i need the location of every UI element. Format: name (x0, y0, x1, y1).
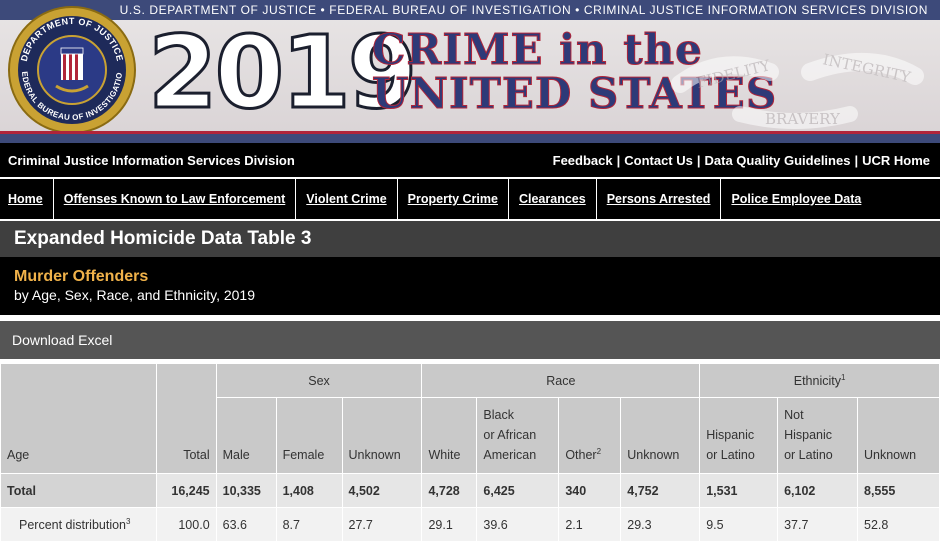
cell-race-unknown: 4,752 (620, 473, 701, 508)
header-other: Other2 (558, 397, 622, 474)
motto-bravery: BRAVERY (765, 110, 841, 128)
cell-eth-unknown: 52.8 (857, 507, 940, 542)
cell-white: 29.1 (421, 507, 478, 542)
download-excel-button[interactable]: Download Excel (0, 319, 940, 359)
header-age: Age (0, 363, 157, 474)
nav-property-crime[interactable]: Property Crime (398, 179, 509, 219)
cell-white: 4,728 (421, 473, 478, 508)
cell-female: 8.7 (275, 507, 343, 542)
site-banner: U.S. DEPARTMENT OF JUSTICE • FEDERAL BUR… (0, 0, 940, 143)
footnote-3[interactable]: 3 (126, 516, 131, 526)
header-black-line1: Black (483, 408, 514, 422)
nav-offenses-known[interactable]: Offenses Known to Law Enforcement (54, 179, 297, 219)
header-group-ethnicity: Ethnicity1 (699, 363, 940, 398)
division-bar: Criminal Justice Information Services Di… (0, 143, 940, 177)
banner-title-line1: CRIME in the (371, 25, 703, 74)
subtitle-main: Murder Offenders (14, 268, 149, 285)
link-ucr-home[interactable]: UCR Home (862, 152, 930, 168)
header-race-unknown: Unknown (620, 397, 701, 474)
header-group-race: Race (421, 363, 701, 398)
cell-male: 10,335 (215, 473, 277, 508)
header-hispanic-line1: Hispanic (706, 428, 755, 442)
header-male: Male (215, 397, 277, 474)
nav-home[interactable]: Home (0, 179, 54, 219)
cell-total: 16,245 (155, 473, 217, 508)
header-other-label: Other (565, 448, 597, 462)
cell-race-unknown: 29.3 (620, 507, 701, 542)
header-not-hispanic: Not Hispanic or Latino (777, 397, 858, 474)
row-label: Percent distribution3 (0, 507, 157, 542)
header-black-line3: American (483, 448, 537, 462)
header-group-row: Age Total Sex Race Ethnicity1 (0, 363, 940, 474)
cell-hispanic: 9.5 (699, 507, 779, 542)
header-column-row: Male Female Unknown White Black or Africa… (1, 397, 940, 474)
header-black: Black or African American (476, 397, 560, 474)
page-title: Expanded Homicide Data Table 3 (0, 219, 940, 257)
header-not-hispanic-line1: Not (784, 408, 804, 422)
nav-clearances[interactable]: Clearances (509, 179, 597, 219)
cell-hispanic: 1,531 (699, 473, 779, 508)
cell-not-hispanic: 6,102 (777, 473, 858, 508)
fbi-seal-icon: DEPARTMENT OF JUSTICE FEDERAL BUREAU OF … (6, 4, 136, 134)
link-separator: | (696, 152, 701, 168)
header-sex-unknown: Unknown (341, 397, 423, 474)
link-separator: | (854, 152, 859, 168)
cell-sex-unknown: 4,502 (341, 473, 423, 508)
header-group-sex: Sex (215, 363, 423, 398)
nav-violent-crime[interactable]: Violent Crime (296, 179, 398, 219)
header-hispanic: Hispanic or Latino (699, 397, 779, 474)
row-label: Total (0, 473, 157, 508)
data-table: Age Total Sex Race Ethnicity1 Male Femal… (0, 363, 940, 542)
cell-other: 340 (558, 473, 622, 508)
cell-not-hispanic: 37.7 (777, 507, 858, 542)
nav-police-employee[interactable]: Police Employee Data (731, 192, 862, 206)
cell-other: 2.1 (558, 507, 622, 542)
table-row: Total 16,245 10,335 1,408 4,502 4,728 6,… (0, 473, 940, 508)
header-not-hispanic-line3: or Latino (784, 448, 833, 462)
footnote-1[interactable]: 1 (840, 372, 846, 382)
header-black-line2: or African (483, 428, 537, 442)
cell-black: 39.6 (476, 507, 560, 542)
header-eth-unknown: Unknown (857, 397, 940, 474)
division-name: Criminal Justice Information Services Di… (8, 152, 295, 168)
nav-persons-arrested[interactable]: Persons Arrested (597, 179, 722, 219)
banner-title-line2: UNITED STATES (371, 69, 778, 118)
main-nav: Home Offenses Known to Law Enforcement V… (0, 177, 940, 219)
banner-top-strip (0, 0, 940, 20)
utility-links: Feedback | Contact Us | Data Quality Guideli… (553, 153, 930, 168)
header-total: Total (155, 363, 217, 474)
cell-total: 100.0 (155, 507, 217, 542)
banner-bottom-strip (0, 131, 940, 143)
cell-male: 63.6 (215, 507, 277, 542)
subtitle-sub: by Age, Sex, Race, and Ethnicity, 2019 (14, 287, 256, 303)
cell-sex-unknown: 27.7 (341, 507, 423, 542)
header-hispanic-line2: or Latino (706, 448, 755, 462)
link-contact-us[interactable]: Contact Us (624, 152, 693, 168)
banner-year: 2019 (146, 14, 418, 131)
fbi-motto-watermark: FIDELITY BRAVERY INTEGRITY (671, 50, 924, 129)
ethnicity-label: Ethnicity (793, 373, 841, 388)
link-separator: | (616, 152, 621, 168)
table-subtitle: Murder Offenders by Age, Sex, Race, and … (0, 257, 940, 315)
banner-tagline: U.S. DEPARTMENT OF JUSTICE • FEDERAL BUR… (119, 3, 928, 17)
table-row: Percent distribution3 100.0 63.6 8.7 27.… (0, 507, 940, 542)
cell-female: 1,408 (275, 473, 343, 508)
cell-eth-unknown: 8,555 (857, 473, 940, 508)
row-label-text: Percent distribution (19, 517, 127, 532)
header-white: White (421, 397, 478, 474)
banner-title: CRIME in the UNITED STATES (371, 25, 778, 118)
header-female: Female (275, 397, 343, 474)
cell-black: 6,425 (476, 473, 560, 508)
link-feedback[interactable]: Feedback (552, 152, 613, 168)
header-not-hispanic-line2: Hispanic (784, 428, 833, 442)
footnote-2[interactable]: 2 (596, 446, 602, 456)
link-data-quality[interactable]: Data Quality Guidelines (704, 152, 851, 168)
